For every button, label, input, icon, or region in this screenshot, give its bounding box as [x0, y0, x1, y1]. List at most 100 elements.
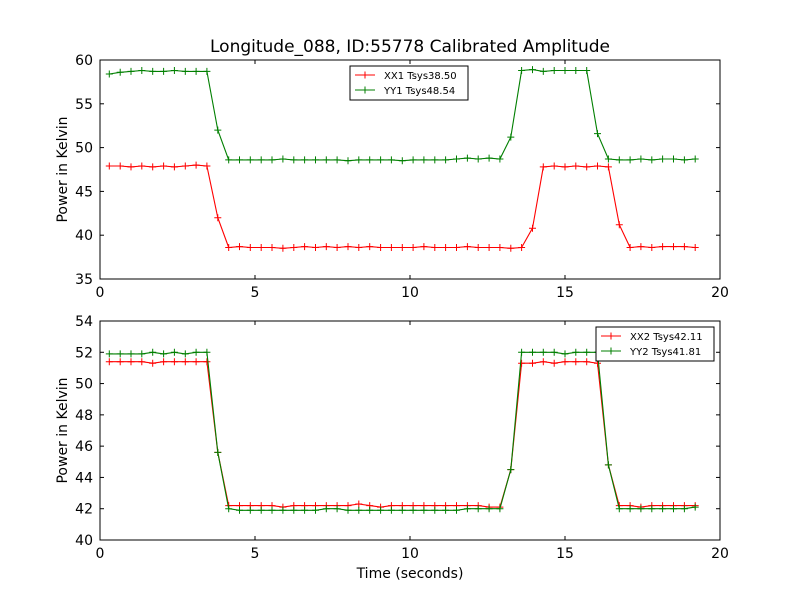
data-point: [105, 70, 113, 78]
legend-label: YY2 Tsys41.81: [629, 347, 701, 358]
x-tick-label: 5: [251, 285, 260, 301]
data-point: [507, 133, 515, 141]
data-point: [149, 67, 157, 75]
data-point: [181, 67, 189, 75]
data-point: [659, 505, 667, 513]
data-point: [550, 162, 558, 170]
data-point: [572, 67, 580, 74]
data-point: [366, 506, 374, 514]
y-tick-label: 50: [75, 377, 93, 393]
data-point: [192, 358, 200, 366]
y-tick-label: 54: [75, 314, 93, 330]
data-point: [279, 244, 287, 252]
data-point: [333, 156, 341, 164]
y-tick-label: 50: [75, 141, 93, 157]
data-point: [453, 155, 460, 163]
data-point: [181, 350, 189, 358]
data-point: [637, 155, 645, 163]
data-point: [485, 154, 493, 162]
data-point: [659, 155, 667, 163]
data-point: [312, 244, 319, 251]
data-point: [225, 156, 233, 164]
data-point: [387, 244, 395, 251]
data-point: [214, 126, 222, 134]
data-point: [192, 348, 200, 356]
data-point: [409, 156, 417, 164]
y-tick-label: 45: [75, 184, 93, 200]
legend-label: XX2 Tsys42.11: [630, 332, 703, 343]
data-point: [377, 244, 385, 251]
data-point: [192, 161, 200, 169]
x-tick-label: 20: [711, 546, 729, 562]
data-point: [170, 358, 178, 366]
data-point: [680, 505, 688, 513]
data-point: [214, 214, 222, 222]
data-point: [246, 506, 254, 514]
data-point: [138, 162, 146, 170]
data-point: [192, 67, 200, 75]
y-tick-label: 55: [75, 97, 93, 113]
data-point: [529, 66, 536, 74]
data-point: [539, 358, 547, 366]
x-axis-title: Time (seconds): [356, 566, 464, 582]
data-point: [572, 162, 580, 170]
data-point: [377, 506, 385, 514]
legend-marker: [361, 86, 369, 94]
data-point: [181, 358, 189, 366]
y-tick-label: 40: [75, 533, 93, 549]
data-point: [257, 244, 265, 251]
data-point: [648, 505, 656, 513]
data-point: [355, 506, 363, 514]
data-point: [279, 506, 287, 514]
y-tick-label: 40: [75, 228, 93, 244]
data-point: [496, 244, 504, 251]
data-point: [431, 156, 439, 164]
data-point: [680, 243, 688, 251]
data-point: [539, 67, 547, 75]
y-axis-title: Power in Kelvin: [55, 116, 71, 222]
data-point: [626, 244, 634, 251]
data-point: [561, 163, 569, 171]
data-point: [583, 348, 591, 356]
x-tick-label: 0: [96, 285, 105, 301]
y-tick-label: 44: [75, 470, 93, 486]
data-point: [322, 156, 330, 164]
data-point: [116, 68, 124, 76]
data-point: [680, 156, 688, 164]
data-point: [539, 348, 547, 356]
data-point: [615, 505, 623, 513]
data-point: [670, 505, 677, 513]
data-point: [105, 162, 113, 170]
data-point: [507, 244, 515, 252]
legend-label: XX1 Tsys38.50: [384, 71, 457, 82]
data-point: [105, 358, 113, 366]
data-point: [409, 506, 417, 514]
y-axis-title: Power in Kelvin: [55, 377, 71, 483]
data-point: [420, 156, 428, 164]
data-point: [529, 359, 536, 367]
x-tick-label: 15: [556, 546, 574, 562]
data-point: [149, 348, 157, 356]
data-point: [160, 350, 168, 358]
data-point: [561, 67, 569, 74]
data-point: [604, 461, 612, 469]
data-point: [181, 162, 189, 170]
y-tick-label: 42: [75, 502, 93, 518]
data-point: [518, 67, 526, 74]
data-point: [355, 244, 363, 251]
data-point: [626, 156, 634, 164]
data-point: [387, 506, 395, 514]
data-point: [453, 244, 460, 251]
data-point: [236, 156, 243, 164]
data-point: [290, 506, 298, 514]
data-point: [420, 243, 428, 251]
data-point: [409, 244, 417, 251]
y-tick-label: 46: [75, 439, 93, 455]
x-tick-label: 5: [251, 546, 260, 562]
data-point: [431, 506, 439, 514]
data-point: [203, 162, 211, 170]
data-point: [257, 156, 265, 164]
x-tick-label: 15: [556, 285, 574, 301]
data-point: [691, 155, 699, 163]
data-point: [301, 243, 309, 251]
